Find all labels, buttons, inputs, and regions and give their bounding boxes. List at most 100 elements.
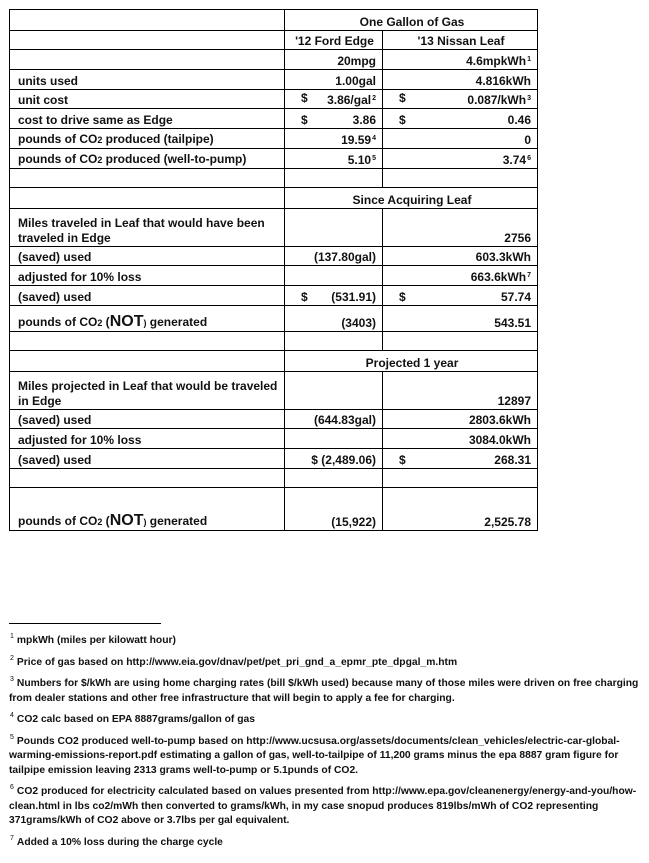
footnote: 5 Pounds CO2 produced well-to-pump based … — [9, 731, 644, 779]
footnote-ref: 5 — [372, 155, 376, 162]
leaf-value-wrap: 2,525.78 — [484, 515, 531, 529]
leaf-value: 2,525.78 — [484, 515, 531, 529]
row-label: pounds of CO2 (NOT) generated — [9, 487, 285, 531]
leaf-money: $57.74 — [391, 290, 531, 305]
leaf-value-wrap: 2803.6kWh — [469, 413, 531, 427]
leaf-value-wrap: 4.6mpkWh1 — [466, 54, 531, 68]
row-label-part: pounds of CO — [18, 132, 98, 146]
table-row: '12 Ford Edge '13 Nissan Leaf — [9, 30, 538, 50]
leaf-value: 0.087/kWh — [467, 93, 527, 107]
section-header-row: Since Acquiring Leaf — [9, 187, 538, 209]
row-label-part: produced (tailpipe) — [102, 132, 214, 146]
leaf-value: 57.74 — [500, 290, 531, 304]
row-label: units used — [9, 69, 285, 90]
leaf-value-wrap: 12897 — [498, 394, 531, 408]
edge-value-wrap: 19.594 — [341, 133, 376, 147]
footnote-ref: 1 — [527, 56, 531, 63]
row-label-part: ( — [102, 315, 110, 329]
column-header-edge: '12 Ford Edge — [284, 30, 383, 50]
table-row: pounds of CO2 (NOT) generated (3403) 543.5… — [9, 305, 538, 332]
row-label: (saved) used — [9, 285, 285, 306]
gas-vs-leaf-comparison-table: One Gallon of Gas '12 Ford Edge '13 Nissan… — [9, 9, 538, 531]
row-label-part: cost to drive same as Edge — [18, 113, 173, 127]
row-label-part: unit cost — [18, 93, 68, 107]
table-row: (saved) used $ (2,489.06) $268.31 — [9, 448, 538, 469]
leaf-value-wrap: 3084.0kWh — [469, 433, 531, 447]
edge-value-wrap: (15,922) — [331, 515, 376, 529]
footnote-number: 3 — [10, 676, 14, 683]
leaf-cell: 663.6kWh7 — [382, 265, 538, 286]
table-row: pounds of CO2 (NOT) generated (15,922) 2,5… — [9, 487, 538, 531]
table-row: (saved) used $ (531.91) $57.74 — [9, 285, 538, 306]
dollar-sign: $ — [399, 113, 406, 127]
empty-cell — [9, 187, 285, 209]
row-label-part: NOT — [109, 512, 144, 529]
leaf-value: 12897 — [497, 394, 531, 408]
leaf-cell: 12897 — [382, 371, 538, 410]
section-title: Since Acquiring Leaf — [284, 187, 538, 209]
edge-cell: (3403) — [284, 305, 383, 332]
leaf-cell: $268.31 — [382, 448, 538, 469]
edge-cell: 20mpg — [284, 49, 383, 70]
row-label: cost to drive same as Edge — [9, 108, 285, 129]
edge-value: (15,922) — [331, 515, 376, 529]
leaf-value: 603.3kWh — [475, 250, 531, 264]
edge-cell — [284, 468, 383, 488]
edge-cell: 1.00gal — [284, 69, 383, 90]
edge-value-wrap: 20mpg — [337, 54, 376, 68]
leaf-value-wrap: 0.087/kWh3 — [467, 91, 531, 108]
row-label: pounds of CO2 (NOT) generated — [9, 305, 285, 332]
row-label-part: 2 — [97, 517, 103, 527]
footnote-ref: 3 — [527, 95, 531, 102]
edge-cell: (644.83gal) — [284, 409, 383, 429]
footnote-text: Numbers for $/kWh are using home chargin… — [9, 678, 639, 704]
footnote: 6 CO2 produced for electricity calculated… — [9, 781, 644, 829]
dollar-sign: $ — [301, 91, 308, 105]
table-row: units used 1.00gal 4.816kWh — [9, 69, 538, 90]
footnote-number: 7 — [10, 834, 14, 842]
row-label: (saved) used — [9, 409, 285, 429]
edge-value-wrap: 5.105 — [348, 153, 376, 167]
leaf-value: 0.46 — [507, 113, 531, 127]
table-row: cost to drive same as Edge $3.86 $0.46 — [9, 108, 538, 129]
leaf-value-wrap: 4.816kWh — [476, 74, 531, 88]
footnote-ref: 4 — [372, 135, 376, 142]
edge-cell: $ (531.91) — [284, 285, 383, 306]
table-row: 20mpg 4.6mpkWh1 — [9, 49, 538, 70]
row-label-part: pounds of CO — [18, 315, 98, 329]
table-row: adjusted for 10% loss 663.6kWh7 — [9, 265, 538, 286]
edge-value-wrap: (3403) — [341, 316, 376, 330]
row-label-part: generated — [146, 315, 208, 329]
table-row — [9, 331, 538, 351]
edge-value-wrap: 3.86 — [353, 113, 376, 128]
dollar-sign: $ — [399, 453, 406, 467]
dollar-sign: $ — [399, 91, 406, 105]
leaf-value-wrap: 0 — [524, 133, 531, 147]
footnote-ref: 2 — [372, 95, 376, 102]
leaf-cell: 3084.0kWh — [382, 428, 538, 449]
edge-value: 1.00gal — [335, 74, 376, 88]
footnote-number: 1 — [10, 633, 14, 640]
edge-cell — [284, 208, 383, 247]
edge-cell — [284, 265, 383, 286]
table-row: (saved) used (644.83gal) 2803.6kWh — [9, 409, 538, 429]
edge-money: $3.86/gal2 — [293, 91, 376, 108]
edge-value-wrap: (531.91) — [331, 290, 376, 305]
table-row: pounds of CO2 produced (well-to-pump) 5.1… — [9, 148, 538, 169]
table-row: adjusted for 10% loss 3084.0kWh — [9, 428, 538, 449]
row-label: Miles projected in Leaf that would be tr… — [9, 371, 285, 410]
footnote: 4 CO2 calc based on EPA 8887grams/gallon … — [9, 709, 644, 728]
row-label-part: ) — [143, 318, 147, 328]
row-label-part: adjusted for 10% loss — [18, 433, 142, 447]
leaf-value: 4.816kWh — [475, 74, 531, 88]
row-label-part: Miles traveled in Leaf that would have b… — [18, 216, 265, 245]
edge-cell: $ (2,489.06) — [284, 448, 383, 469]
row-label-part: 2 — [97, 318, 103, 328]
edge-value-wrap: (644.83gal) — [314, 413, 376, 427]
row-label: pounds of CO2 produced (tailpipe) — [9, 128, 285, 149]
leaf-value-wrap: 268.31 — [494, 453, 531, 468]
row-label: Miles traveled in Leaf that would have b… — [9, 208, 285, 247]
leaf-value: 2756 — [504, 231, 531, 245]
footnote: 2 Price of gas based on http://www.eia.go… — [9, 652, 644, 671]
table-row — [9, 168, 538, 188]
